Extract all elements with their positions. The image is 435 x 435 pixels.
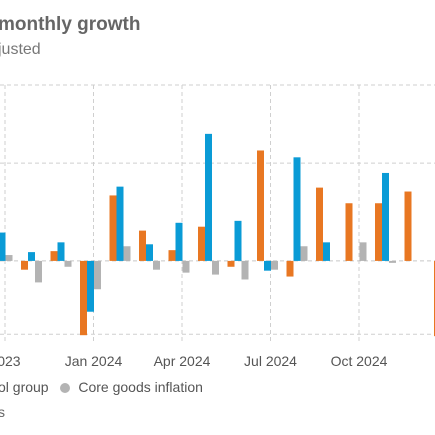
bar	[389, 260, 396, 263]
bar	[227, 260, 235, 267]
gridlines	[0, 84, 435, 343]
bar	[139, 230, 146, 261]
bar	[146, 244, 153, 261]
bar	[5, 255, 13, 261]
bar	[123, 246, 131, 261]
source-fragment: s	[0, 404, 5, 420]
bar	[87, 260, 94, 312]
bar	[205, 133, 212, 261]
bar	[50, 251, 58, 261]
bar	[80, 260, 87, 336]
bar	[35, 260, 42, 283]
bar	[271, 260, 278, 270]
chart-title: monthly growth	[0, 14, 141, 35]
bar	[293, 157, 301, 261]
x-tick-label: Jan 2024	[65, 353, 123, 369]
bar	[382, 172, 389, 261]
bar	[175, 222, 183, 261]
bar	[375, 203, 382, 261]
bar	[264, 260, 271, 271]
bar	[212, 260, 219, 275]
legend-fragment: ol group	[0, 379, 49, 395]
bar	[153, 260, 160, 270]
legend: ol group Core goods inflation	[0, 379, 203, 395]
bar	[345, 203, 353, 261]
bar	[57, 242, 65, 261]
bar	[94, 260, 101, 290]
bar	[359, 242, 367, 261]
bar	[182, 260, 190, 273]
x-tick-label: Apr 2024	[154, 353, 211, 369]
bar	[286, 260, 294, 277]
bar	[300, 246, 308, 261]
bar	[241, 260, 249, 280]
legend-label-core-goods: Core goods inflation	[78, 379, 203, 395]
bar	[257, 150, 264, 261]
bar	[168, 250, 176, 261]
bar	[116, 186, 124, 261]
bar	[109, 195, 117, 261]
bar	[316, 187, 323, 261]
bar	[21, 260, 28, 270]
x-tick-label: 2023	[0, 353, 21, 369]
chart-subtitle: justed	[0, 41, 41, 58]
legend-dot-core-goods	[60, 383, 71, 393]
bar	[404, 191, 412, 261]
x-tick-label: Oct 2024	[331, 353, 388, 369]
bar	[64, 260, 72, 267]
bar	[198, 226, 205, 261]
bar	[0, 232, 6, 261]
bars	[0, 133, 435, 337]
bar	[28, 252, 35, 261]
x-tick-label: Jul 2024	[244, 353, 297, 369]
bar	[234, 220, 242, 261]
bar	[323, 242, 330, 261]
